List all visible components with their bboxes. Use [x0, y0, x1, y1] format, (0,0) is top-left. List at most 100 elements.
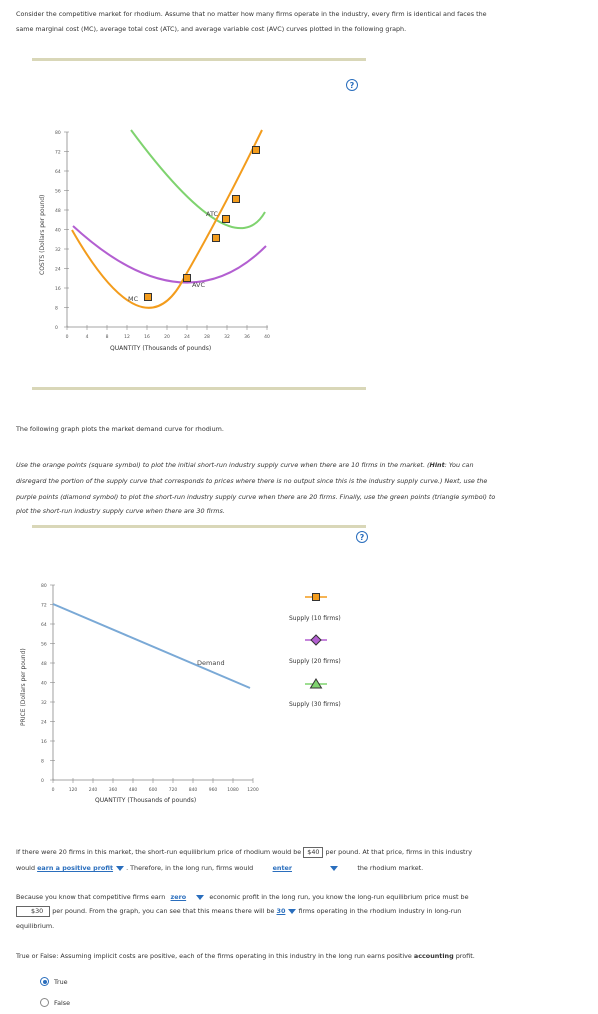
y-tick-label: 40	[41, 681, 47, 687]
y-tick-label: 72	[41, 603, 47, 609]
x-tick-label: 4	[86, 334, 89, 340]
graph1-bottom-border	[32, 387, 366, 390]
mc-label: MC	[128, 295, 139, 303]
x-tick-label: 720	[169, 787, 178, 793]
mc-point	[144, 293, 152, 301]
false-radio[interactable]	[40, 998, 49, 1007]
y-tick-label: 48	[55, 208, 61, 214]
y-tick-label: 24	[41, 720, 47, 726]
graph2-x-axis-label: QUANTITY (Thousands of pounds)	[95, 797, 197, 804]
q3-prompt: True or False: Assuming implicit costs a…	[16, 952, 475, 960]
x-tick-label: 32	[224, 334, 230, 340]
y-tick-label: 48	[41, 661, 47, 667]
q1-line-2: would earn a positive profit . Therefore…	[16, 862, 424, 874]
x-tick-label: 960	[209, 787, 218, 793]
y-tick-label: 56	[55, 189, 61, 195]
atc-label: ATC	[206, 210, 219, 218]
q2-price-input[interactable]: $30	[16, 906, 51, 917]
true-option-label[interactable]: True	[54, 978, 68, 986]
mc-point	[222, 215, 230, 223]
supply-10-square-icon	[312, 593, 320, 601]
x-tick-label: 1080	[227, 787, 239, 793]
q2-line-3: equilibrium.	[16, 922, 55, 930]
instructions-line-4: plot the short-run industry supply curve…	[16, 507, 225, 515]
y-tick-label: 40	[55, 228, 61, 234]
graph2-help-icon[interactable]: ?	[356, 531, 368, 543]
y-tick-label: 56	[41, 642, 47, 648]
chevron-down-icon	[196, 894, 205, 900]
intro-line-2: same marginal cost (MC), average total c…	[16, 25, 407, 33]
q1-profit-dropdown[interactable]: earn a positive profit	[37, 862, 125, 874]
x-tick-label: 40	[264, 334, 270, 340]
hint-label: Hint	[429, 461, 445, 469]
mc-point	[232, 195, 240, 203]
x-tick-label: 28	[204, 334, 210, 340]
true-radio[interactable]	[40, 977, 49, 986]
mc-point	[252, 146, 260, 154]
instructions-line-2: disregard the portion of the supply curv…	[16, 477, 488, 485]
y-tick-label: 0	[41, 778, 44, 784]
x-tick-label: 36	[244, 334, 250, 340]
legend-supply-10-label: Supply (10 firms)	[289, 615, 341, 622]
y-tick-label: 64	[55, 169, 61, 175]
x-tick-label: 1200	[247, 787, 259, 793]
supply-legend[interactable]	[300, 585, 360, 695]
y-tick-label: 8	[55, 306, 58, 312]
legend-supply-20-label: Supply (20 firms)	[289, 658, 341, 665]
x-tick-label: 600	[149, 787, 158, 793]
y-tick-label: 16	[41, 739, 47, 745]
false-option-label[interactable]: False	[54, 999, 71, 1007]
q1-price-input[interactable]: $40	[303, 847, 324, 858]
y-tick-label: 32	[41, 700, 47, 706]
y-tick-label: 80	[41, 583, 47, 589]
graph2-x-ticks: 0 120 240 360 480 600 720 840 960 1080 1200	[52, 778, 259, 793]
x-tick-label: 240	[89, 787, 98, 793]
y-tick-label: 0	[55, 325, 58, 331]
x-tick-label: 20	[164, 334, 170, 340]
chevron-down-icon	[116, 865, 125, 871]
mc-point	[212, 234, 220, 242]
graph1-x-ticks: 0 4 8 12 16 20 24 28 32 36 40	[66, 325, 270, 340]
supply-30-triangle-icon	[309, 678, 323, 689]
radio-selected-dot	[42, 979, 47, 984]
supply-20-diamond-icon	[310, 634, 322, 646]
mc-point	[183, 274, 191, 282]
x-tick-label: 12	[124, 334, 130, 340]
avc-label: AVC	[192, 281, 205, 289]
x-tick-label: 0	[66, 334, 69, 340]
x-tick-label: 16	[144, 334, 150, 340]
mc-points	[144, 146, 260, 301]
q2-firms-dropdown[interactable]: 30	[277, 905, 297, 917]
y-tick-label: 8	[41, 759, 44, 765]
q2-line-1: Because you know that competitive firms …	[16, 891, 469, 903]
chevron-down-icon	[288, 908, 297, 914]
x-tick-label: 0	[52, 787, 55, 793]
instructions-line-3: purple points (diamond symbol) to plot t…	[16, 493, 496, 501]
graph2-y-axis-label: PRICE (Dollars per pound)	[20, 648, 27, 726]
y-tick-label: 16	[55, 286, 61, 292]
graph2-top-border	[32, 525, 366, 528]
legend-supply-30-label: Supply (30 firms)	[289, 701, 341, 708]
graph1-x-axis-label: QUANTITY (Thousands of pounds)	[110, 345, 212, 352]
y-tick-label: 32	[55, 247, 61, 253]
x-tick-label: 480	[129, 787, 138, 793]
y-tick-label: 24	[55, 267, 61, 273]
demand-intro-text: The following graph plots the market dem…	[16, 425, 224, 433]
x-tick-label: 120	[69, 787, 78, 793]
avc-curve	[72, 225, 267, 284]
q2-profit-dropdown[interactable]: zero	[167, 891, 207, 903]
atc-curve	[130, 129, 266, 230]
graph1-help-icon[interactable]: ?	[346, 79, 358, 91]
y-tick-label: 64	[41, 622, 47, 628]
y-tick-label: 80	[55, 130, 61, 136]
chevron-down-icon	[330, 865, 338, 871]
q1-line-1: If there were 20 firms in this market, t…	[16, 847, 472, 858]
q1-entry-dropdown[interactable]: enter	[255, 862, 355, 874]
y-tick-label: 72	[55, 150, 61, 156]
graph1-top-border	[32, 58, 366, 61]
x-tick-label: 840	[189, 787, 198, 793]
